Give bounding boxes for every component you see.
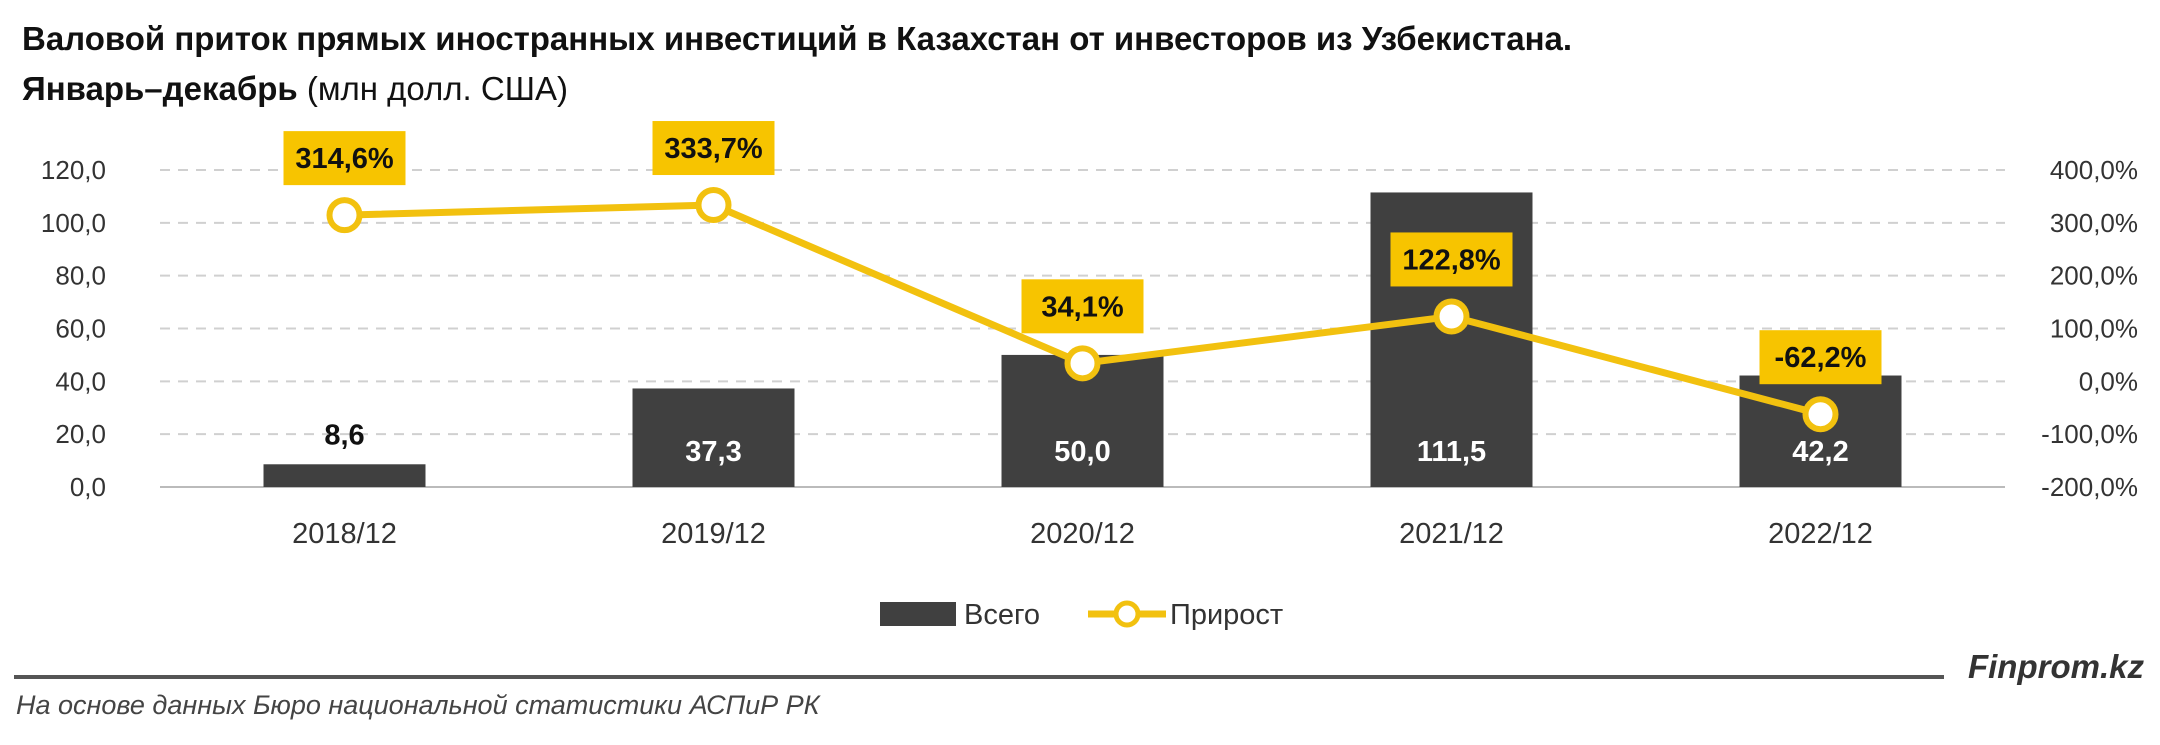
source-note: На основе данных Бюро национальной стати… <box>16 690 820 720</box>
line-marker <box>1433 298 1470 335</box>
y-right-tick-label: 200,0% <box>2050 261 2138 291</box>
line-label-box <box>1759 330 1882 385</box>
title-unit: (млн долл. США) <box>306 70 568 107</box>
line-marker <box>1802 396 1839 433</box>
bar-vsego <box>632 388 795 487</box>
bar-vsego <box>263 464 426 487</box>
legend-swatch-vsego <box>880 602 956 626</box>
line-value-label: -62,2% <box>1775 342 1867 374</box>
line-marker <box>695 187 732 224</box>
legend-label-prirost: Прирост <box>1170 599 1283 631</box>
bar-value-label: 8,6 <box>324 419 364 451</box>
bar-value-label: 50,0 <box>1054 436 1110 468</box>
y-left-tick-label: 40,0 <box>55 366 106 396</box>
footer-divider <box>14 675 1944 679</box>
y-right-tick-label: -200,0% <box>2041 472 2138 502</box>
line-label-box <box>283 131 406 186</box>
line-value-label: 333,7% <box>664 133 763 165</box>
title-line-2: Январь–декабрь <box>22 70 298 107</box>
bar-value-label: 111,5 <box>1417 436 1486 468</box>
y-left-tick-label: 20,0 <box>55 419 106 449</box>
line-value-label: 34,1% <box>1041 291 1123 323</box>
line-marker <box>1064 345 1101 382</box>
y-right-tick-label: -100,0% <box>2041 419 2138 449</box>
line-label-box <box>1390 232 1513 287</box>
y-right-tick-label: 100,0% <box>2050 314 2138 344</box>
x-tick-label: 2020/12 <box>1030 518 1135 550</box>
y-left-tick-label: 100,0 <box>41 208 106 238</box>
legend-label-vsego: Всего <box>964 599 1040 631</box>
line-value-label: 314,6% <box>295 143 394 175</box>
x-tick-label: 2018/12 <box>292 518 397 550</box>
legend-marker-prirost <box>1113 600 1141 628</box>
bar-value-label: 42,2 <box>1792 436 1848 468</box>
y-right-tick-label: 0,0% <box>2079 366 2138 396</box>
y-left-tick-label: 80,0 <box>55 261 106 291</box>
chart-svg: 0,0 20,0 40,0 60,0 80,0 100,0 120,0 -200,0% -100… <box>41 121 2138 631</box>
line-marker <box>326 197 363 234</box>
y-right-tick-label: 400,0% <box>2050 155 2138 185</box>
y-right-tick-label: 300,0% <box>2050 208 2138 238</box>
y-left-tick-label: 0,0 <box>70 472 106 502</box>
x-tick-label: 2021/12 <box>1399 518 1504 550</box>
line-value-label: 122,8% <box>1402 244 1501 276</box>
y-left-tick-label: 60,0 <box>55 314 106 344</box>
x-tick-label: 2022/12 <box>1768 518 1873 550</box>
line-label-box <box>1021 279 1144 334</box>
y-left-tick-label: 120,0 <box>41 155 106 185</box>
line-label-box <box>652 121 775 176</box>
chart-title: Валовой приток прямых иностранных инвест… <box>22 14 1572 114</box>
title-line-1: Валовой приток прямых иностранных инвест… <box>22 20 1573 57</box>
bar-value-label: 37,3 <box>685 436 741 468</box>
brand-logo-text: Finprom.kz <box>1967 648 2144 685</box>
x-tick-label: 2019/12 <box>661 518 766 550</box>
